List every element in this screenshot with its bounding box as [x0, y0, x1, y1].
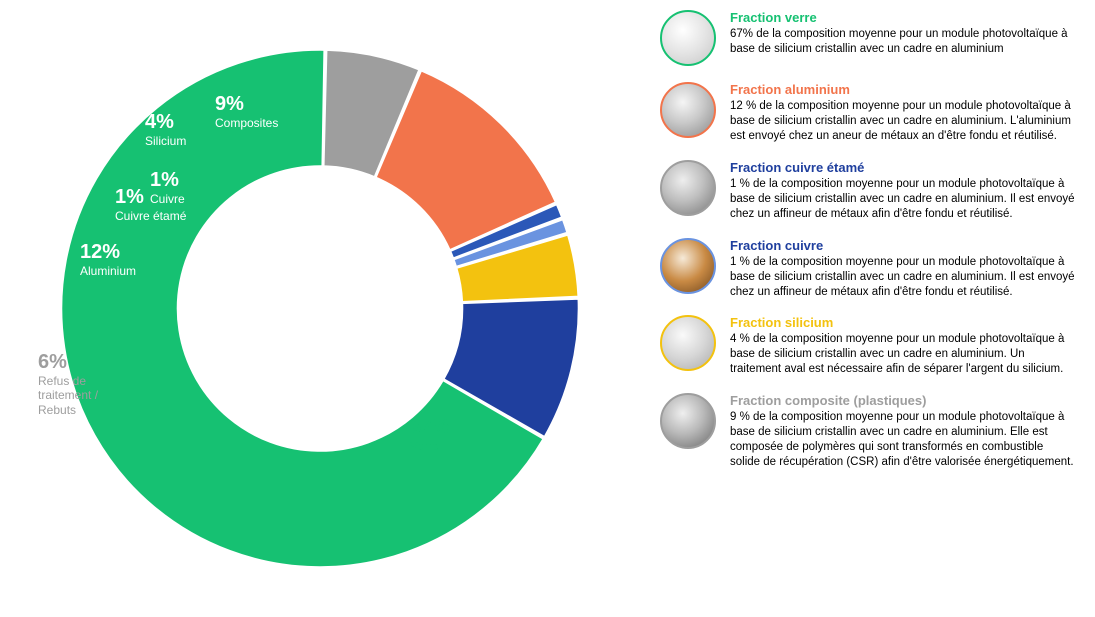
slice-pct-composites: 9%	[215, 92, 278, 116]
slice-name-rebuts: Refus detraitement /Rebuts	[38, 374, 98, 417]
legend-title: Fraction silicium	[730, 315, 1075, 330]
legend-title: Fraction verre	[730, 10, 1075, 25]
slice-label-composites: 9%Composites	[215, 92, 278, 130]
legend-text: Fraction cuivre étamé 1 % de la compositi…	[730, 160, 1075, 222]
slice-label-verre: 67%Verre	[410, 415, 450, 453]
legend-text: Fraction cuivre 1 % de la composition moy…	[730, 238, 1075, 300]
donut-chart-svg	[20, 10, 620, 607]
slice-label-silicium: 4%Silicium	[145, 110, 186, 148]
slice-name-cuivre_et: Cuivre étamé	[115, 209, 186, 223]
legend-text: Fraction verre 67% de la composition moye…	[730, 10, 1075, 57]
legend-swatch-icon	[660, 82, 716, 138]
legend-desc: 67% de la composition moyenne pour un mo…	[730, 27, 1075, 57]
legend-text: Fraction silicium 4 % de la composition m…	[730, 315, 1075, 377]
legend-title: Fraction composite (plastiques)	[730, 393, 1075, 408]
legend-item-5: Fraction composite (plastiques) 9 % de la…	[660, 393, 1075, 470]
legend-title: Fraction cuivre étamé	[730, 160, 1075, 175]
legend-title: Fraction aluminium	[730, 82, 1075, 97]
legend-desc: 9 % de la composition moyenne pour un mo…	[730, 410, 1075, 470]
slice-name-silicium: Silicium	[145, 134, 186, 148]
slice-label-cuivre: 1%Cuivre	[150, 168, 185, 206]
legend-desc: 4 % de la composition moyenne pour un mo…	[730, 332, 1075, 377]
legend-swatch-icon	[660, 315, 716, 371]
slice-pct-aluminium: 12%	[80, 240, 136, 264]
slice-label-rebuts: 6%Refus detraitement /Rebuts	[38, 350, 98, 417]
slice-pct-cuivre: 1%	[150, 168, 185, 192]
slice-pct-verre: 67%	[410, 415, 450, 439]
legend-text: Fraction composite (plastiques) 9 % de la…	[730, 393, 1075, 470]
legend-desc: 12 % de la composition moyenne pour un m…	[730, 99, 1075, 144]
slice-name-composites: Composites	[215, 116, 278, 130]
legend-item-0: Fraction verre 67% de la composition moye…	[660, 10, 1075, 66]
legend-swatch-icon	[660, 160, 716, 216]
legend-desc: 1 % de la composition moyenne pour un mo…	[730, 177, 1075, 222]
legend-text: Fraction aluminium 12 % de la composition…	[730, 82, 1075, 144]
legend-item-3: Fraction cuivre 1 % de la composition moy…	[660, 238, 1075, 300]
slice-name-verre: Verre	[410, 439, 450, 453]
legend-swatch-icon	[660, 238, 716, 294]
legend-swatch-icon	[660, 393, 716, 449]
donut-chart: 67%Verre 6%Refus detraitement /Rebuts 12%A…	[20, 10, 620, 607]
legend-desc: 1 % de la composition moyenne pour un mo…	[730, 255, 1075, 300]
legend-item-1: Fraction aluminium 12 % de la composition…	[660, 82, 1075, 144]
legend-item-2: Fraction cuivre étamé 1 % de la compositi…	[660, 160, 1075, 222]
slice-pct-rebuts: 6%	[38, 350, 98, 374]
slice-name-cuivre: Cuivre	[150, 192, 185, 206]
slice-pct-silicium: 4%	[145, 110, 186, 134]
legend-title: Fraction cuivre	[730, 238, 1075, 253]
legend: Fraction verre 67% de la composition moye…	[620, 10, 1075, 607]
slice-name-aluminium: Aluminium	[80, 264, 136, 278]
legend-item-4: Fraction silicium 4 % de la composition m…	[660, 315, 1075, 377]
legend-swatch-icon	[660, 10, 716, 66]
slice-label-aluminium: 12%Aluminium	[80, 240, 136, 278]
